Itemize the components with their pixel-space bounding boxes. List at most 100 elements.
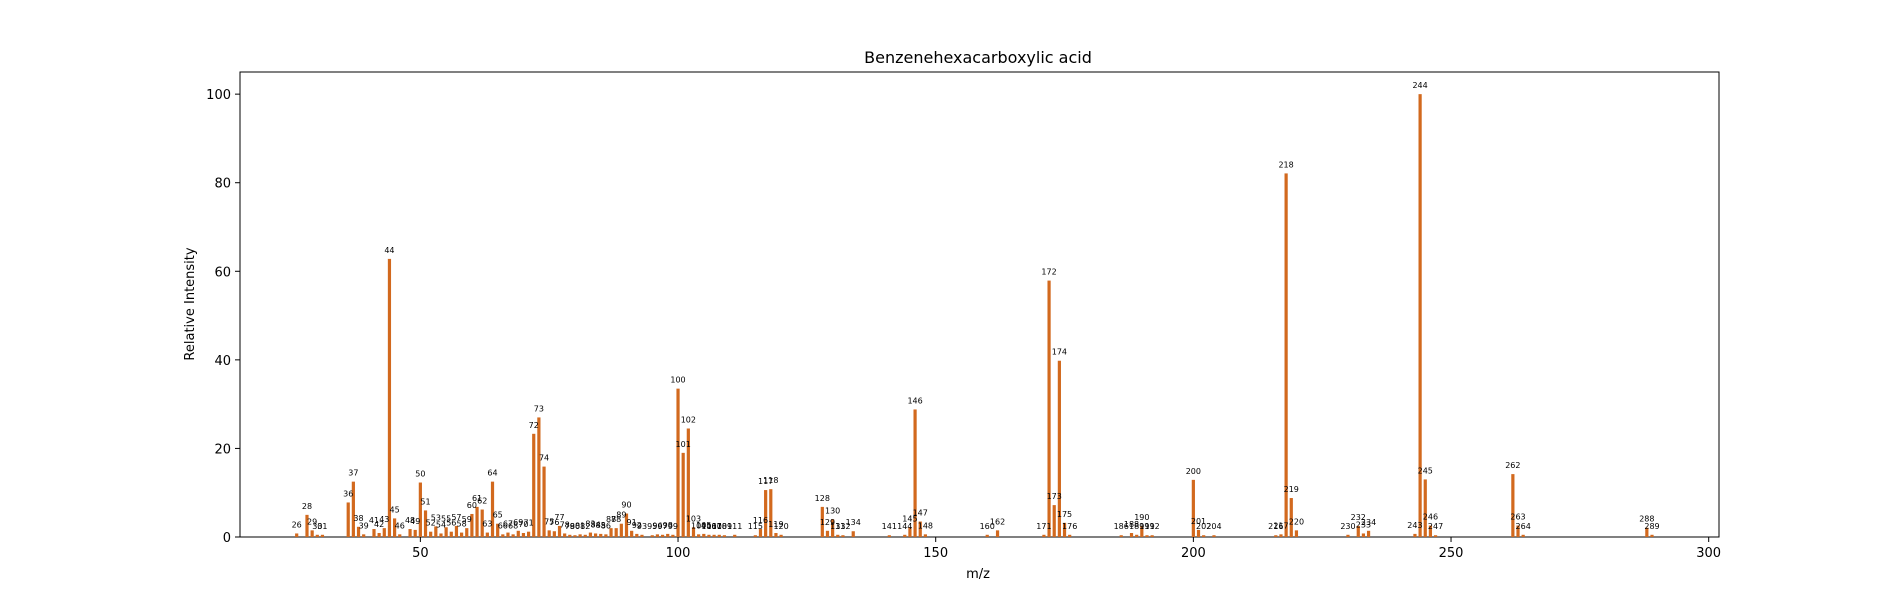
bar-mz-38 — [356, 526, 361, 537]
chart-title: Benzenehexacarboxylic acid — [864, 48, 1092, 67]
peak-label-mz-217: 217 — [1273, 521, 1288, 530]
bar-mz-192 — [1150, 535, 1154, 537]
bar-mz-82 — [583, 534, 587, 537]
bar-mz-109 — [722, 535, 727, 537]
peak-label-mz-288: 288 — [1639, 515, 1654, 524]
bar-mz-98 — [666, 533, 670, 537]
bar-mz-66 — [501, 534, 505, 537]
bar-mz-204 — [1212, 535, 1216, 537]
bar-mz-37 — [351, 481, 355, 537]
bar-mz-190 — [1140, 525, 1144, 537]
bar-mz-189 — [1135, 534, 1139, 537]
bar-mz-262 — [1511, 474, 1515, 537]
bar-mz-96 — [655, 534, 660, 537]
y-tick-label-80: 80 — [214, 177, 231, 192]
peak-label-mz-176: 176 — [1062, 522, 1077, 531]
peak-label-mz-87: 87 — [606, 515, 616, 524]
x-axis-ticks: 50 100 150 200 250 300 — [412, 537, 1721, 561]
peak-label-mz-101: 101 — [676, 440, 691, 449]
bar-mz-43 — [382, 528, 386, 537]
bar-mz-246 — [1428, 525, 1433, 537]
peak-label-mz-233: 233 — [1356, 520, 1371, 529]
peak-label-mz-89: 89 — [616, 511, 626, 520]
peak-label-mz-52: 52 — [426, 519, 436, 528]
bar-mz-148 — [923, 534, 927, 537]
bar-mz-68 — [511, 534, 515, 537]
peak-label-mz-106: 106 — [701, 522, 716, 531]
peak-label-mz-38: 38 — [353, 514, 363, 523]
bar-mz-217 — [1279, 534, 1283, 537]
peak-label-mz-56: 56 — [446, 519, 456, 528]
bar-mz-264 — [1521, 534, 1525, 537]
peak-label-mz-107: 107 — [706, 522, 721, 531]
peak-label-mz-75: 75 — [544, 517, 554, 526]
peak-label-mz-192: 192 — [1144, 522, 1159, 531]
bar-mz-88 — [614, 528, 618, 537]
bar-mz-44 — [387, 258, 392, 537]
peak-label-mz-67: 67 — [503, 520, 513, 529]
bar-mz-129 — [825, 530, 830, 537]
peak-label-mz-61: 61 — [472, 494, 482, 503]
peak-label-mz-102: 102 — [681, 416, 696, 425]
bar-mz-84 — [593, 533, 598, 537]
peak-label-mz-77: 77 — [554, 513, 564, 522]
peak-label-mz-262: 262 — [1505, 461, 1520, 470]
bar-mz-172 — [1047, 280, 1051, 537]
x-tick-label-300: 300 — [1696, 546, 1721, 561]
peak-label-mz-190: 190 — [1134, 513, 1149, 522]
bar-mz-87 — [609, 528, 613, 537]
bar-mz-48 — [408, 529, 412, 537]
plot-frame — [239, 71, 1720, 538]
peak-label-mz-41: 41 — [369, 516, 379, 525]
x-tick-label-150: 150 — [923, 546, 948, 561]
bar-mz-146 — [913, 409, 917, 537]
bar-mz-30 — [315, 534, 319, 537]
bar-mz-288 — [1645, 527, 1649, 537]
peak-label-mz-244: 244 — [1412, 81, 1427, 90]
bar-mz-31 — [320, 534, 325, 537]
peak-label-mz-45: 45 — [390, 505, 400, 514]
bar-mz-70 — [521, 533, 526, 537]
bar-mz-29 — [310, 530, 314, 537]
bar-mz-51 — [423, 510, 428, 537]
bar-mz-81 — [578, 534, 582, 537]
bar-mz-46 — [398, 534, 402, 537]
bar-mz-62 — [480, 509, 484, 537]
peak-label-mz-68: 68 — [508, 521, 518, 530]
peak-label-mz-173: 173 — [1047, 492, 1062, 501]
peak-label-mz-65: 65 — [493, 511, 503, 520]
bar-mz-86 — [604, 534, 608, 537]
peak-label-mz-243: 243 — [1407, 521, 1422, 530]
peak-label-mz-220: 220 — [1289, 517, 1304, 526]
peak-label-mz-82: 82 — [580, 522, 590, 531]
y-tick-label-40: 40 — [214, 354, 231, 369]
peak-label-mz-43: 43 — [379, 515, 389, 524]
peak-label-mz-73: 73 — [534, 404, 544, 413]
peak-label-mz-128: 128 — [815, 494, 830, 503]
peak-label-mz-63: 63 — [482, 520, 492, 529]
peak-label-mz-49: 49 — [410, 517, 420, 526]
peak-label-mz-71: 71 — [523, 519, 533, 528]
peak-label-mz-246: 246 — [1423, 512, 1438, 521]
bar-mz-100 — [676, 388, 680, 537]
peak-label-mz-216: 216 — [1268, 522, 1283, 531]
y-tick-label-20: 20 — [214, 442, 231, 457]
peak-label-mz-57: 57 — [451, 513, 461, 522]
bar-mz-83 — [588, 532, 593, 537]
bar-mz-36 — [346, 502, 350, 537]
peak-label-mz-50: 50 — [415, 470, 425, 479]
peak-label-mz-200: 200 — [1186, 467, 1201, 476]
peak-label-mz-145: 145 — [902, 514, 917, 523]
peak-label-mz-58: 58 — [456, 520, 466, 529]
peak-label-mz-98: 98 — [663, 521, 673, 530]
peak-label-mz-96: 96 — [652, 521, 662, 530]
bar-mz-73 — [537, 417, 541, 537]
bar-mz-107 — [712, 534, 716, 537]
bar-mz-174 — [1057, 360, 1061, 537]
peak-label-mz-172: 172 — [1041, 268, 1056, 277]
bar-mz-131 — [836, 534, 840, 537]
bar-mz-186 — [1119, 535, 1123, 537]
peak-label-mz-116: 116 — [753, 516, 768, 525]
bar-mz-118 — [769, 489, 773, 537]
peak-label-mz-97: 97 — [657, 522, 667, 531]
